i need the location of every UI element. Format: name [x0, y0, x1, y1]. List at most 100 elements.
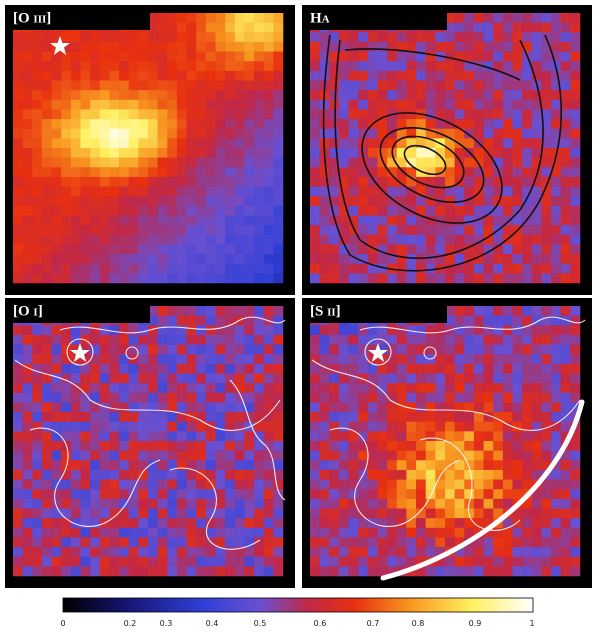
pixel [196, 363, 207, 374]
pixel [148, 469, 158, 480]
pixel [348, 547, 359, 558]
pixel [234, 383, 245, 394]
pixel [90, 479, 101, 490]
pixel [70, 469, 81, 480]
pixel [186, 51, 197, 62]
pixel [406, 373, 417, 384]
pixel [41, 90, 52, 101]
pixel [319, 119, 330, 130]
pixel [234, 556, 245, 567]
pixel [244, 556, 255, 567]
pixel [254, 334, 265, 345]
pixel [396, 41, 407, 52]
pixel [99, 566, 110, 577]
pixel [329, 176, 340, 187]
pixel [473, 306, 484, 316]
pixel [13, 176, 23, 187]
pixel [157, 273, 168, 284]
pixel [51, 32, 62, 43]
pixel [367, 431, 378, 442]
pixel [244, 373, 255, 384]
pixel [13, 234, 23, 245]
pixel [186, 354, 197, 365]
pixel [61, 32, 72, 43]
pixel [541, 363, 552, 374]
pixel [225, 32, 236, 43]
pixel [186, 315, 197, 326]
panel-label: [O i] [13, 303, 43, 319]
pixel [570, 70, 581, 81]
pixel [41, 176, 52, 187]
pixel [234, 167, 245, 178]
pixel [109, 119, 120, 130]
pixel [13, 32, 23, 43]
pixel [329, 215, 340, 226]
pixel [387, 61, 398, 72]
pixel [348, 32, 359, 43]
pixel [22, 41, 33, 52]
pixel [396, 363, 407, 374]
pixel [541, 306, 552, 316]
pixel [167, 450, 178, 461]
pixel [70, 421, 81, 432]
pixel [512, 383, 523, 394]
pixel [464, 431, 475, 442]
pixel [512, 315, 523, 326]
pixel [473, 412, 484, 423]
pixel [254, 244, 265, 255]
pixel [176, 61, 187, 72]
pixel [319, 128, 330, 139]
pixel [99, 225, 110, 236]
pixel [570, 363, 581, 374]
pixel [167, 244, 178, 255]
pixel [234, 402, 245, 413]
pixel [396, 383, 407, 394]
pixel [51, 334, 62, 345]
pixel [22, 489, 33, 500]
pixel [522, 537, 533, 548]
pixel [32, 128, 43, 139]
pixel [99, 51, 110, 62]
pixel [128, 119, 139, 130]
pixel [319, 460, 330, 471]
pixel [310, 527, 320, 538]
pixel [22, 547, 33, 558]
pixel [522, 119, 533, 130]
pixel [435, 373, 446, 384]
pixel [138, 225, 149, 236]
pixel [61, 547, 72, 558]
pixel [61, 70, 72, 81]
pixel [454, 80, 465, 91]
pixel [396, 157, 407, 168]
pixel [196, 431, 207, 442]
pixel [473, 508, 484, 519]
pixel [464, 556, 475, 567]
pixel [138, 363, 149, 374]
pixel [205, 234, 216, 245]
pixel [99, 157, 110, 168]
pixel [406, 460, 417, 471]
pixel [367, 344, 378, 355]
pixel [541, 234, 552, 245]
pixel [119, 70, 130, 81]
pixel [215, 566, 226, 577]
pixel [416, 157, 427, 168]
pixel [234, 306, 245, 316]
pixel [570, 41, 581, 52]
pixel [138, 41, 149, 52]
pixel [234, 344, 245, 355]
pixel [377, 225, 388, 236]
pixel [473, 421, 484, 432]
pixel [522, 508, 533, 519]
pixel [310, 186, 320, 197]
pixel [329, 508, 340, 519]
pixel [560, 80, 571, 91]
pixel [157, 61, 168, 72]
pixel [263, 392, 274, 403]
pixel [396, 412, 407, 423]
pixel [348, 263, 359, 274]
pixel [13, 508, 23, 519]
pixel [51, 119, 62, 130]
pixel [176, 205, 187, 216]
pixel [531, 402, 542, 413]
